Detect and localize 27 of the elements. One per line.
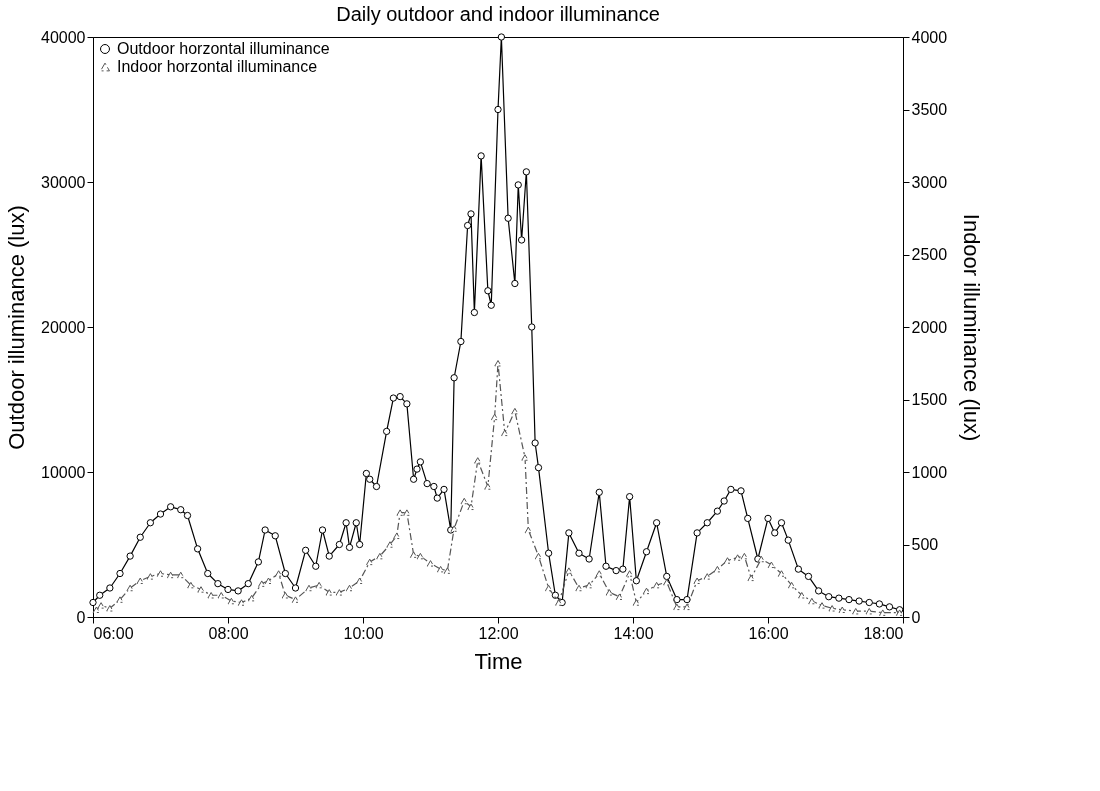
x-tick-label: 16:00 — [748, 624, 789, 642]
legend-label: Outdoor horzontal illuminance — [117, 40, 330, 57]
x-tick-label: 06:00 — [93, 624, 134, 642]
x-tick-label: 14:00 — [613, 624, 654, 642]
y2-tick-label: 4000 — [911, 28, 948, 46]
y-tick-label: 0 — [76, 608, 86, 626]
y2-tick-label: 500 — [911, 536, 939, 553]
x-tick-label: 18:00 — [863, 624, 904, 642]
y2-tick-label: 1000 — [911, 463, 948, 481]
y2-tick-label: 2000 — [911, 318, 948, 336]
y-tick-label: 20000 — [41, 318, 86, 336]
y2-axis-title: Indoor illuminance (lux) — [959, 213, 985, 442]
y-axis-title: Outdoor illuminance (lux) — [4, 205, 30, 450]
x-axis-title: Time — [474, 648, 523, 674]
y-tick-label: 40000 — [41, 28, 86, 46]
y-tick-label: 30000 — [41, 173, 86, 191]
y2-tick-label: 3000 — [911, 173, 948, 191]
y-tick-label: 10000 — [41, 463, 86, 481]
y2-tick-label: 1500 — [911, 391, 948, 408]
x-tick-label: 08:00 — [208, 624, 249, 642]
legend-label: Indoor horzontal illuminance — [117, 58, 318, 75]
y2-tick-label: 2500 — [911, 246, 948, 263]
y2-tick-label: 3500 — [911, 101, 948, 118]
chart-title: Daily outdoor and indoor illuminance — [336, 3, 660, 25]
x-tick-label: 12:00 — [478, 624, 519, 642]
x-tick-label: 10:00 — [343, 624, 384, 642]
y2-tick-label: 0 — [911, 608, 921, 626]
